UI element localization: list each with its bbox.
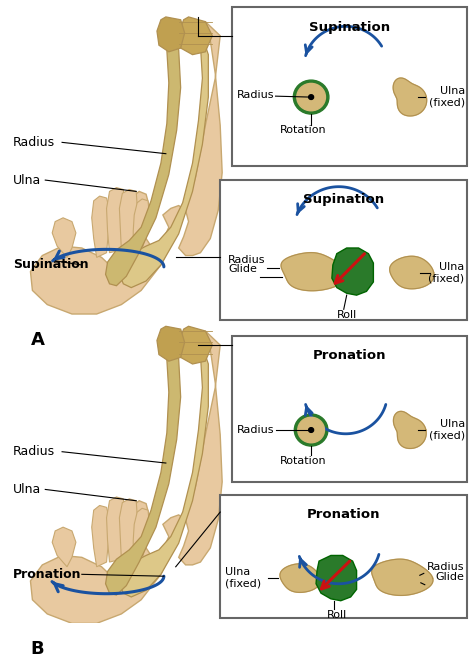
Polygon shape [30, 331, 222, 623]
Polygon shape [179, 326, 212, 364]
Polygon shape [390, 256, 434, 289]
Polygon shape [92, 196, 109, 257]
Text: Radius: Radius [228, 255, 265, 265]
Text: Glide: Glide [436, 572, 465, 582]
Polygon shape [316, 555, 356, 601]
Polygon shape [107, 497, 125, 562]
Text: A: A [30, 331, 45, 349]
Text: Roll: Roll [327, 610, 347, 620]
Polygon shape [133, 508, 149, 557]
Polygon shape [52, 527, 76, 567]
Polygon shape [30, 22, 222, 314]
Polygon shape [157, 326, 184, 361]
Polygon shape [52, 218, 76, 257]
Text: Pronation: Pronation [313, 349, 386, 362]
Text: Pronation: Pronation [307, 508, 381, 521]
Text: Ulna: Ulna [13, 483, 41, 496]
Polygon shape [179, 17, 212, 55]
Text: Supination: Supination [303, 193, 384, 207]
Text: Supination: Supination [13, 259, 88, 272]
Text: Rotation: Rotation [280, 457, 327, 467]
Polygon shape [107, 188, 125, 253]
Text: Ulna
(fixed): Ulna (fixed) [429, 86, 465, 108]
Polygon shape [281, 253, 347, 291]
Text: B: B [30, 640, 44, 658]
Polygon shape [332, 248, 374, 295]
Text: Pronation: Pronation [13, 568, 81, 581]
Text: Radius: Radius [237, 425, 274, 435]
Polygon shape [119, 190, 137, 250]
Text: Radius: Radius [427, 563, 465, 572]
Circle shape [298, 417, 325, 443]
Circle shape [297, 84, 326, 111]
Text: Radius: Radius [13, 136, 55, 149]
Polygon shape [119, 340, 209, 597]
Text: Radius: Radius [13, 445, 55, 458]
Bar [220, 180, 467, 320]
Bar [232, 336, 467, 482]
Polygon shape [92, 505, 109, 567]
Text: Roll: Roll [337, 310, 357, 320]
Bar [232, 7, 467, 166]
Bar [220, 495, 467, 618]
Polygon shape [280, 564, 320, 592]
Text: Rotation: Rotation [280, 126, 327, 136]
Polygon shape [393, 78, 427, 116]
Polygon shape [106, 338, 181, 595]
Circle shape [309, 428, 314, 432]
Circle shape [294, 414, 328, 446]
Text: Radius: Radius [237, 90, 274, 100]
Text: Ulna
(fixed): Ulna (fixed) [429, 419, 465, 441]
Circle shape [293, 80, 329, 114]
Polygon shape [133, 199, 149, 248]
Text: Ulna
(fixed): Ulna (fixed) [225, 567, 261, 589]
Circle shape [309, 95, 314, 99]
Polygon shape [119, 499, 137, 559]
Polygon shape [106, 29, 181, 286]
Polygon shape [157, 17, 184, 52]
Text: Glide: Glide [228, 265, 257, 274]
Polygon shape [372, 559, 433, 595]
Polygon shape [119, 31, 209, 288]
Text: Ulna: Ulna [13, 174, 41, 187]
Text: Supination: Supination [309, 20, 390, 34]
Polygon shape [393, 411, 426, 449]
Text: Ulna
(fixed): Ulna (fixed) [428, 262, 465, 284]
